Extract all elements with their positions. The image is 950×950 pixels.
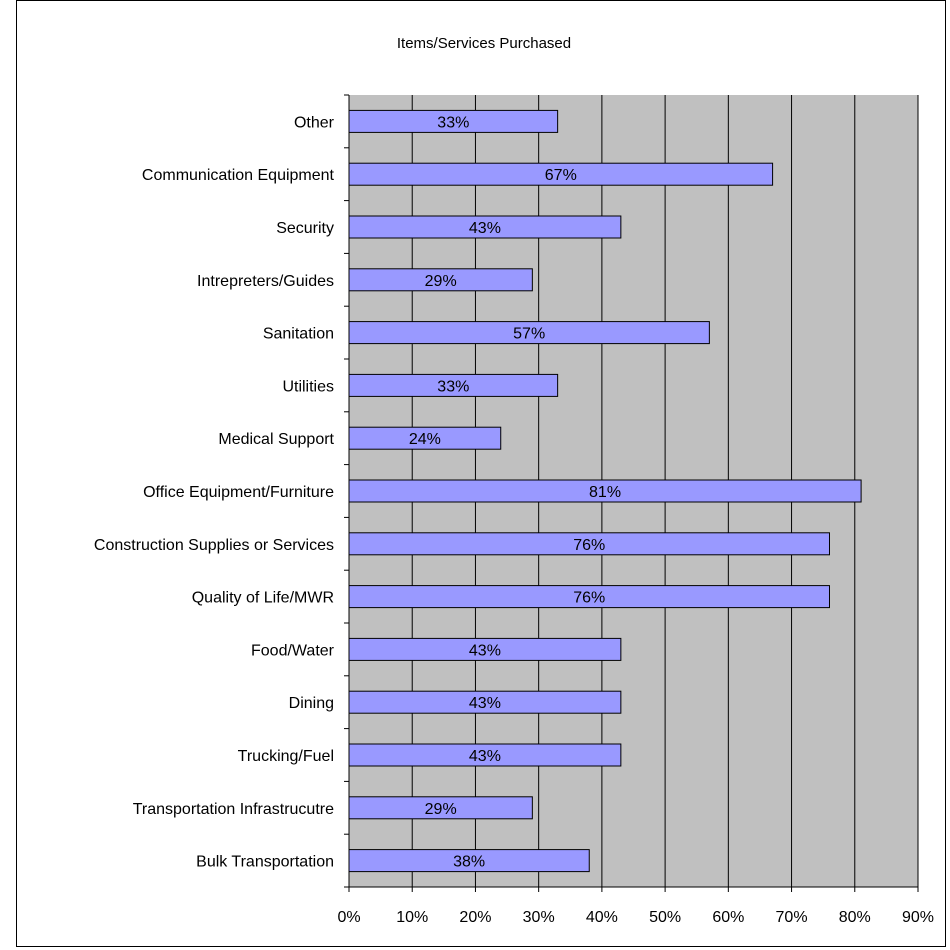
category-labels: Other Communication Equipment Security Intr… [94, 114, 335, 870]
x-tick-label: 20% [459, 909, 491, 926]
category-label: Sanitation [263, 326, 334, 343]
data-label: 43% [469, 748, 501, 765]
category-label: Dining [289, 695, 334, 712]
tick-labels: 0% 10% 20% 30% 40% 50% 60% 70% 80% 90% [337, 909, 934, 926]
category-label: Food/Water [251, 642, 335, 659]
category-label: Office Equipment/Furniture [143, 484, 334, 501]
data-label: 43% [469, 220, 501, 237]
data-label: 24% [409, 431, 441, 448]
x-tick-label: 40% [586, 909, 618, 926]
data-label: 33% [437, 114, 469, 131]
category-label: Trucking/Fuel [238, 748, 334, 765]
data-label: 57% [513, 326, 545, 343]
data-label: 43% [469, 695, 501, 712]
category-label: Intrepreters/Guides [197, 273, 334, 290]
data-label: 33% [437, 378, 469, 395]
data-label: 81% [589, 484, 621, 501]
data-label: 29% [425, 273, 457, 290]
category-label: Bulk Transportation [196, 854, 334, 871]
x-tick-label: 60% [712, 909, 744, 926]
category-label: Utilities [282, 378, 334, 395]
data-label: 76% [573, 537, 605, 554]
data-label: 38% [453, 854, 485, 871]
category-label: Construction Supplies or Services [94, 537, 334, 554]
axes [344, 94, 919, 892]
data-label: 29% [425, 801, 457, 818]
x-tick-label: 70% [776, 909, 808, 926]
category-label: Transportation Infrastrucutre [133, 801, 334, 818]
x-tick-label: 30% [523, 909, 555, 926]
x-tick-label: 50% [649, 909, 681, 926]
category-label: Medical Support [218, 431, 334, 448]
chart-title: Items/Services Purchased [397, 35, 571, 52]
data-label: 76% [573, 590, 605, 607]
x-tick-label: 80% [839, 909, 871, 926]
data-label: 67% [545, 167, 577, 184]
category-label: Quality of Life/MWR [192, 590, 334, 607]
x-tick-label: 10% [396, 909, 428, 926]
x-tick-label: 0% [337, 909, 360, 926]
category-label: Other [294, 114, 335, 131]
category-label: Security [276, 220, 334, 237]
x-tick-label: 90% [902, 909, 934, 926]
data-label: 43% [469, 642, 501, 659]
category-label: Communication Equipment [142, 167, 335, 184]
